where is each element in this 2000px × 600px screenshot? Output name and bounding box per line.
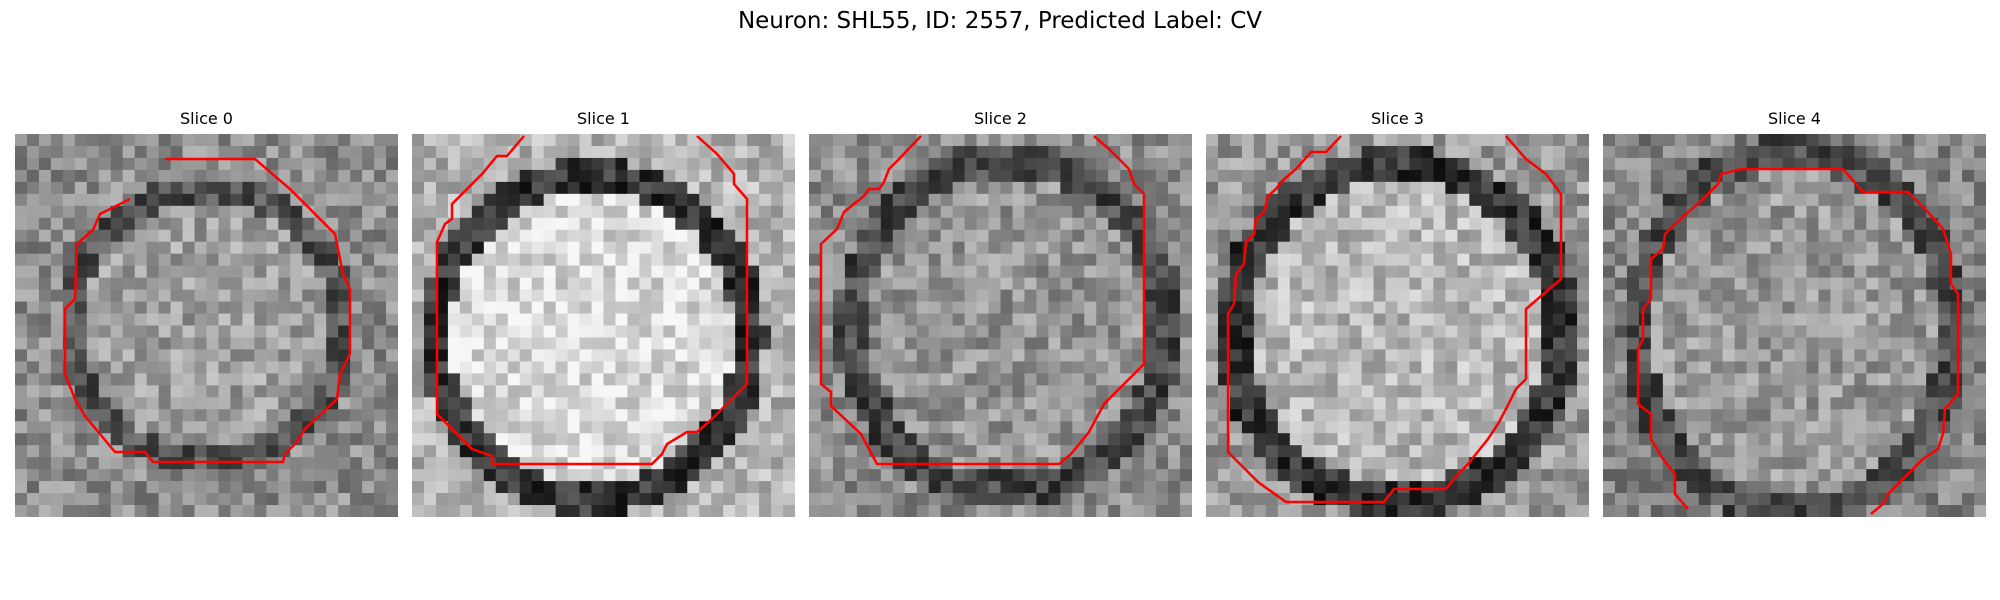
slice-image-3 (1206, 134, 1589, 517)
slice-title-0: Slice 0 (180, 109, 233, 128)
slice-title-2: Slice 2 (974, 109, 1027, 128)
slice-title-3: Slice 3 (1371, 109, 1424, 128)
slice-image-0 (15, 134, 398, 517)
figure-title: Neuron: SHL55, ID: 2557, Predicted Label… (737, 8, 1263, 34)
slice-image-1 (412, 134, 795, 517)
slice-image-svg-0 (15, 134, 398, 517)
neuron-contour-3a (1226, 135, 1563, 504)
slice-image-svg-1 (412, 134, 795, 517)
neuron-contour-4a (1636, 167, 1960, 515)
slice-title-4: Slice 4 (1768, 109, 1821, 128)
neuron-contour-0 (63, 157, 352, 464)
slice-title-1: Slice 1 (577, 109, 630, 128)
slice-image-4 (1603, 134, 1986, 517)
neuron-contour-2a (819, 135, 1146, 466)
slice-image-svg-2 (809, 134, 1192, 517)
slice-image-svg-4 (1603, 134, 1986, 517)
slice-image-svg-3 (1206, 134, 1589, 517)
slice-image-2 (809, 134, 1192, 517)
neuron-contour-1a (435, 135, 749, 466)
